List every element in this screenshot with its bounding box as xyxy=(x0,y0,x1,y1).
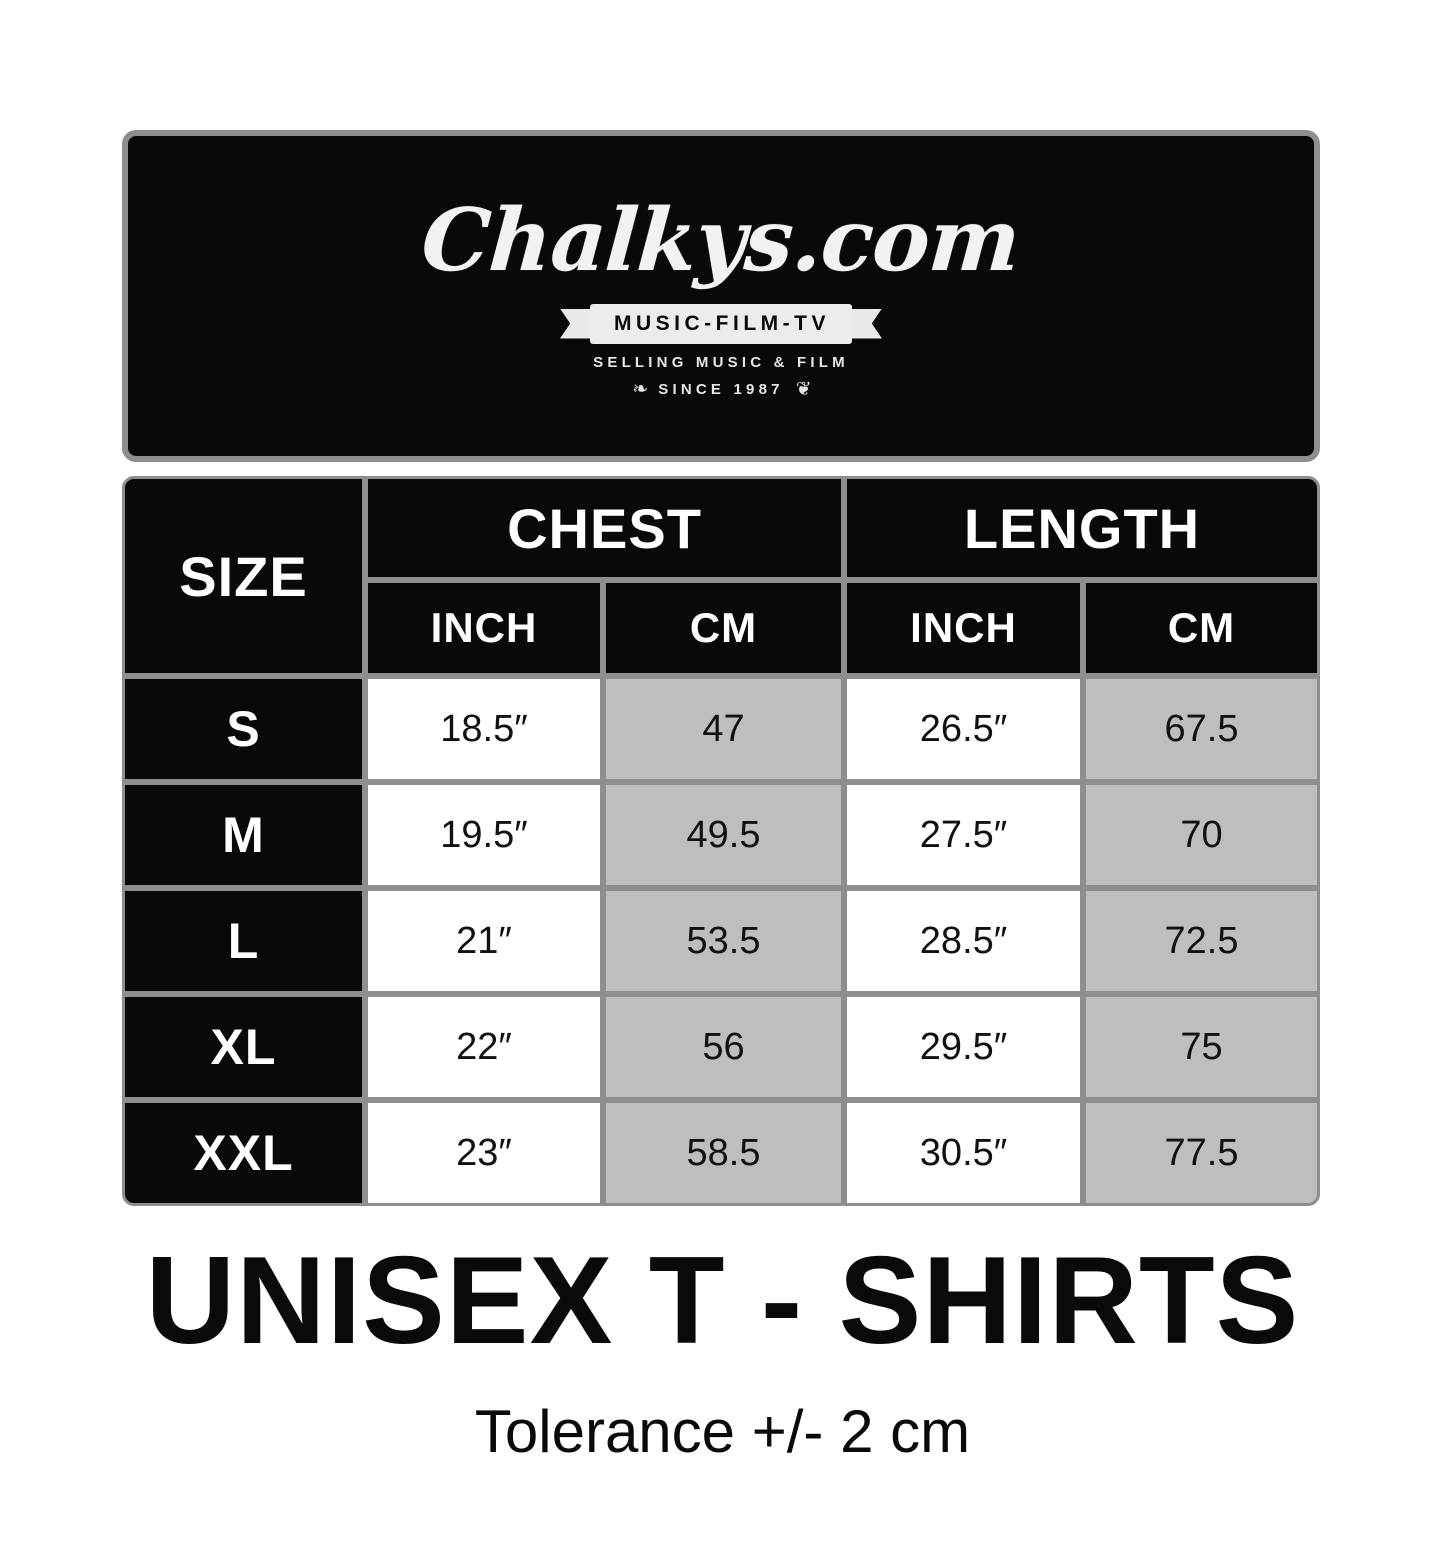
flourish-right-icon: ❦ xyxy=(795,378,812,400)
cell-chest-cm: 58.5 xyxy=(603,1100,845,1206)
brand-logo-panel: Chalkys.com MUSIC-FILM-TV SELLING MUSIC … xyxy=(122,130,1320,462)
brand-since-row: ❧ SINCE 1987 ❦ xyxy=(632,378,812,400)
cell-length-inch: 29.5″ xyxy=(844,994,1084,1100)
page-title: UNISEX T - SHIRTS xyxy=(145,1232,1300,1370)
table-header-row-groups: SIZE CHEST LENGTH xyxy=(122,476,1321,676)
cell-length-cm: 72.5 xyxy=(1083,888,1321,994)
column-header-length-cm: CM xyxy=(1083,580,1321,676)
cell-chest-cm: 53.5 xyxy=(603,888,845,994)
ribbon-tail-left-icon xyxy=(560,308,590,339)
table-head: SIZE CHEST LENGTH INCH CM INCH CM xyxy=(122,476,1321,676)
cell-chest-cm: 56 xyxy=(603,994,845,1100)
table-header-row-units: INCH CM INCH CM xyxy=(122,580,1321,676)
column-header-length-inch: INCH xyxy=(844,580,1084,676)
table-row: XXL 23″ 58.5 30.5″ 77.5 xyxy=(122,1100,1321,1206)
cell-chest-cm: 49.5 xyxy=(603,782,845,888)
cell-length-cm: 70 xyxy=(1083,782,1321,888)
cell-size: XL xyxy=(122,994,365,1100)
table-row: S 18.5″ 47 26.5″ 67.5 xyxy=(122,676,1321,782)
tolerance-note: Tolerance +/- 2 cm xyxy=(474,1398,971,1466)
size-chart-table: SIZE CHEST LENGTH INCH CM INCH CM S 18.5… xyxy=(122,476,1321,1206)
brand-wordmark: Chalkys.com xyxy=(418,189,1024,291)
cell-chest-inch: 19.5″ xyxy=(365,782,603,888)
table-row: L 21″ 53.5 28.5″ 72.5 xyxy=(122,888,1321,994)
column-group-header-length: LENGTH xyxy=(844,476,1321,580)
column-header-chest-cm: CM xyxy=(603,580,845,676)
cell-length-inch: 27.5″ xyxy=(844,782,1084,888)
ribbon-tail-right-icon xyxy=(851,308,882,339)
cell-size: L xyxy=(122,888,365,994)
brand-ribbon: MUSIC-FILM-TV xyxy=(560,302,882,346)
column-group-header-chest: CHEST xyxy=(365,476,845,580)
cell-length-cm: 77.5 xyxy=(1083,1100,1321,1206)
cell-chest-cm: 47 xyxy=(603,676,845,782)
cell-size: XXL xyxy=(122,1100,365,1206)
brand-badge: MUSIC-FILM-TV SELLING MUSIC & FILM ❧ SIN… xyxy=(560,302,882,399)
ribbon-label: MUSIC-FILM-TV xyxy=(590,303,852,344)
footer-block: UNISEX T - SHIRTS Tolerance +/- 2 cm xyxy=(0,1238,1445,1462)
cell-length-cm: 75 xyxy=(1083,994,1321,1100)
brand-since: SINCE 1987 xyxy=(658,380,784,398)
table-body: S 18.5″ 47 26.5″ 67.5 M 19.5″ 49.5 27.5″… xyxy=(122,676,1321,1206)
cell-size: M xyxy=(122,782,365,888)
cell-chest-inch: 18.5″ xyxy=(365,676,603,782)
cell-size: S xyxy=(122,676,365,782)
table-row: M 19.5″ 49.5 27.5″ 70 xyxy=(122,782,1321,888)
table-row: XL 22″ 56 29.5″ 75 xyxy=(122,994,1321,1100)
brand-tagline: SELLING MUSIC & FILM xyxy=(593,353,849,371)
cell-chest-inch: 23″ xyxy=(365,1100,603,1206)
cell-chest-inch: 21″ xyxy=(365,888,603,994)
cell-length-inch: 26.5″ xyxy=(844,676,1084,782)
cell-length-inch: 28.5″ xyxy=(844,888,1084,994)
column-header-chest-inch: INCH xyxy=(365,580,603,676)
cell-chest-inch: 22″ xyxy=(365,994,603,1100)
column-header-size: SIZE xyxy=(122,476,365,676)
flourish-left-icon: ❧ xyxy=(632,378,648,400)
cell-length-inch: 30.5″ xyxy=(844,1100,1084,1206)
cell-length-cm: 67.5 xyxy=(1083,676,1321,782)
